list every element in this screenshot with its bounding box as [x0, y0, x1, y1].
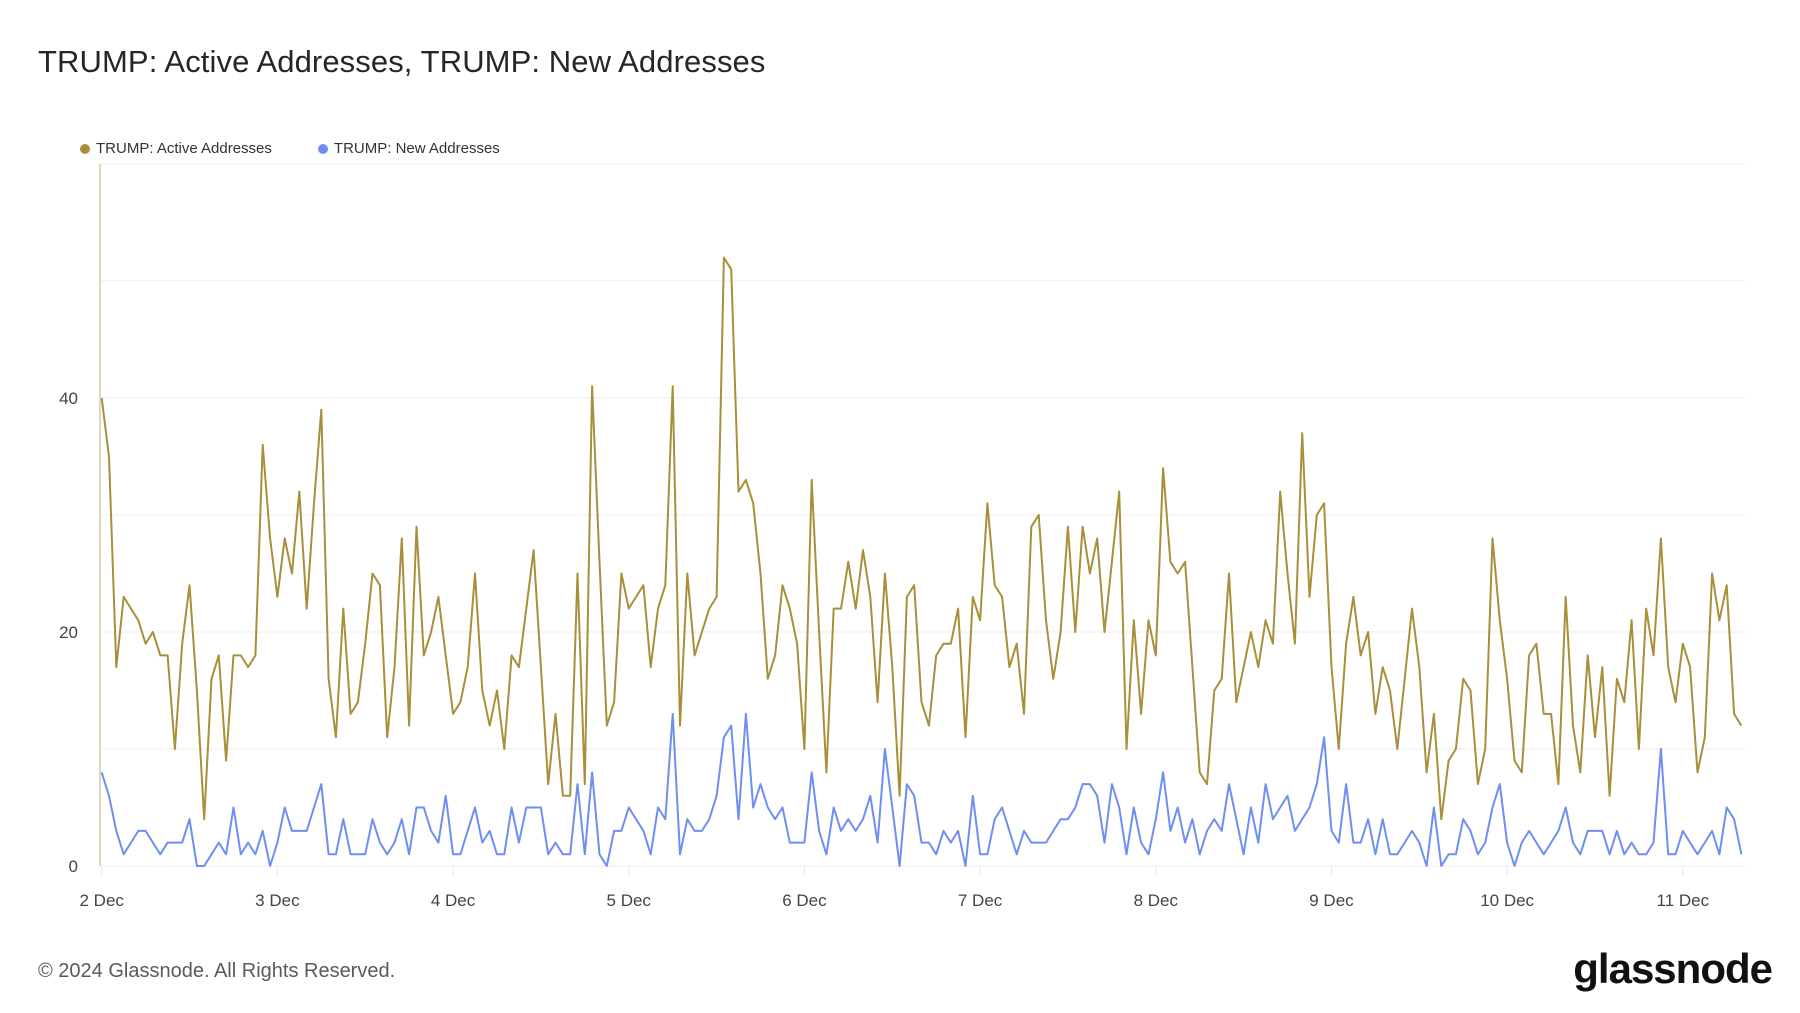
copyright: © 2024 Glassnode. All Rights Reserved. — [38, 960, 396, 982]
x-tick-label: 11 Dec — [1657, 891, 1710, 910]
x-tick-label: 10 Dec — [1480, 891, 1534, 910]
legend-dot-icon — [317, 143, 328, 154]
glassnode-logo: glassnode — [1573, 945, 1773, 992]
y-tick-label: 40 — [59, 389, 78, 408]
active-addresses-line — [100, 256, 1743, 821]
legend: TRUMP: Active Addresses TRUMP: New Addre… — [80, 140, 500, 157]
x-tick-label: 8 Dec — [1134, 891, 1179, 910]
x-tick-label: 6 Dec — [782, 891, 827, 910]
y-tick-label: 20 — [59, 623, 78, 642]
legend-dot-icon — [80, 143, 90, 154]
x-tick-label: 5 Dec — [607, 891, 652, 910]
x-tick-label: 3 Dec — [255, 891, 300, 910]
legend-item-new-addresses[interactable]: TRUMP: New Addresses — [317, 140, 500, 157]
legend-item-active-addresses[interactable]: TRUMP: Active Addresses — [80, 140, 272, 157]
legend-label: TRUMP: New Addresses — [333, 140, 500, 157]
x-tick-label: 7 Dec — [958, 891, 1003, 910]
chart-title: TRUMP: Active Addresses, TRUMP: New Addr… — [38, 44, 766, 79]
new-addresses-line — [100, 712, 1743, 867]
x-tick-label: 2 Dec — [79, 891, 124, 910]
x-tick-label: 9 Dec — [1309, 891, 1354, 910]
y-tick-label: 0 — [69, 857, 78, 876]
x-tick-label: 4 Dec — [431, 891, 476, 910]
legend-label: TRUMP: Active Addresses — [96, 140, 272, 157]
